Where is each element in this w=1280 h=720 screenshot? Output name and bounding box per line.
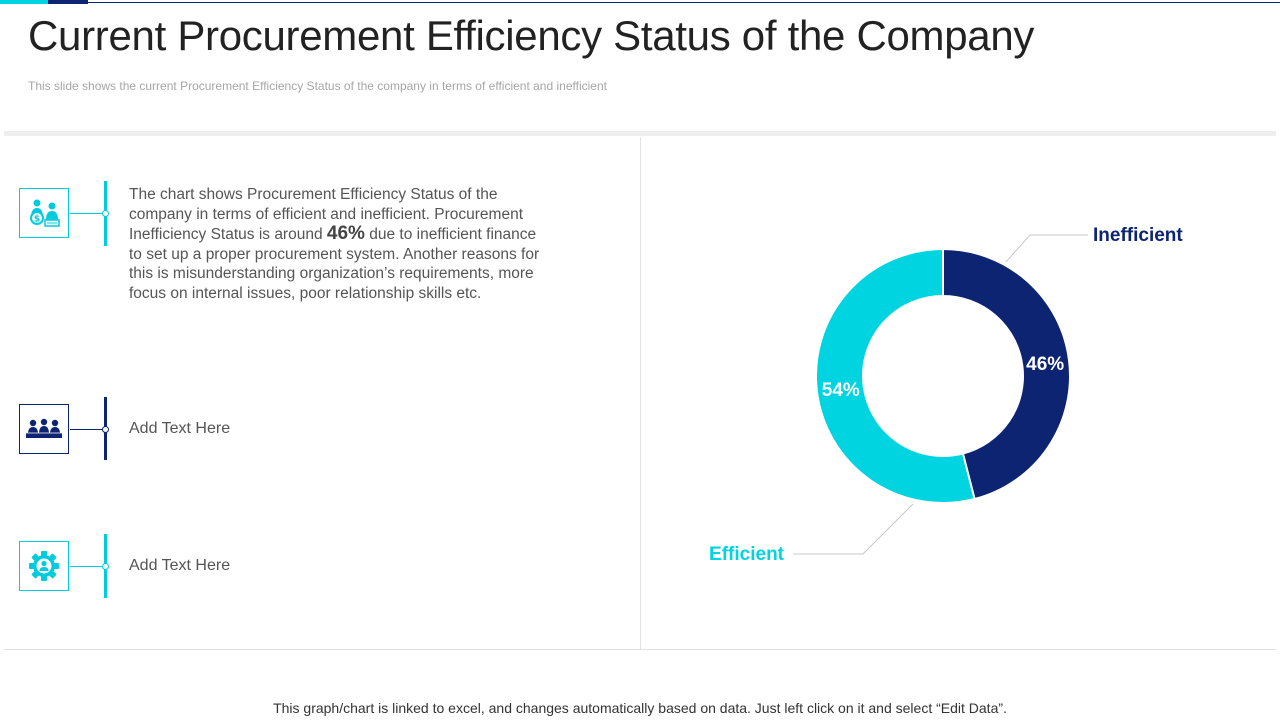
content-bottom-divider (4, 649, 1276, 650)
description-part-1: The chart shows Procurement Efficiency S… (129, 186, 524, 244)
leader-line-inefficient (1005, 234, 1088, 263)
slice-label-efficient: 54% (822, 380, 860, 401)
meeting-group-icon (19, 404, 69, 454)
gear-person-icon (19, 541, 69, 591)
header-divider (4, 131, 1276, 136)
slice-efficient[interactable] (815, 247, 976, 504)
top-accent-navy (48, 0, 88, 4)
donut-chart[interactable]: 46% 54% Inefficient Efficient (660, 140, 1260, 640)
procurement-team-icon: $ (19, 188, 69, 238)
description-highlight: 46% (326, 223, 365, 245)
connector-line (70, 429, 106, 430)
description-text: The chart shows Procurement Efficiency S… (129, 185, 549, 304)
slice-label-inefficient: 46% (1026, 354, 1064, 375)
column-divider (640, 137, 641, 649)
svg-text:$: $ (34, 215, 40, 225)
slice-inefficient[interactable] (942, 247, 1071, 501)
legend-label-efficient: Efficient (709, 544, 785, 565)
item-text: Add Text Here (129, 557, 231, 574)
connector-line (70, 566, 106, 567)
page-title: Current Procurement Efficiency Status of… (28, 12, 1035, 59)
connector-node (102, 426, 109, 433)
page-subtitle: This slide shows the current Procurement… (28, 79, 607, 93)
connector-line (70, 213, 106, 214)
legend-label-inefficient: Inefficient (1093, 225, 1183, 246)
leader-line-efficient (793, 503, 914, 555)
top-rule (0, 2, 1280, 3)
top-accent-cyan (0, 0, 48, 4)
description-part-2: due to inefficient finance to set up a p… (129, 226, 540, 302)
footer-note: This graph/chart is linked to excel, and… (273, 700, 1007, 716)
connector-node (102, 563, 109, 570)
item-text: Add Text Here (129, 420, 231, 437)
connector-node (102, 210, 109, 217)
